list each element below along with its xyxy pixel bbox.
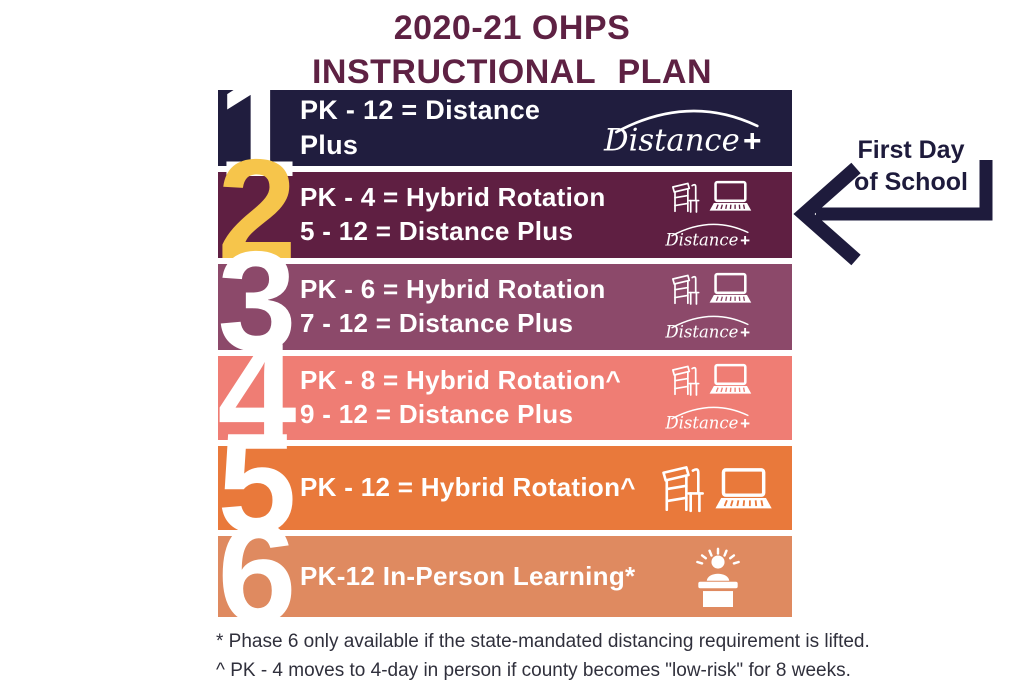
- phase-text: PK-12 In-Person Learning*: [300, 560, 635, 594]
- phase-icons: [664, 180, 758, 250]
- laptop-icon: [707, 363, 753, 397]
- distance-plus-logo: [664, 400, 758, 433]
- hybrid-icons: [670, 272, 753, 306]
- distance-plus-logo: [602, 97, 776, 159]
- phase-bar: PK - 12 = Hybrid Rotation^: [260, 446, 792, 530]
- phase-line: PK - 6 = Hybrid Rotation: [300, 274, 606, 305]
- first-day-line-1: First Day: [857, 136, 965, 164]
- phase-text: PK - 4 = Hybrid Rotation 5 - 12 = Distan…: [300, 181, 606, 249]
- first-day-annotation: First Day of School: [792, 132, 1007, 284]
- phase-row-4: PK - 8 = Hybrid Rotation^ 9 - 12 = Dista…: [218, 323, 792, 465]
- phase-bar: PK - 6 = Hybrid Rotation 7 - 12 = Distan…: [260, 264, 792, 350]
- footnote-phase-6: * Phase 6 only available if the state-ma…: [216, 631, 870, 652]
- phase-line: PK-12 In-Person Learning*: [300, 560, 636, 591]
- phase-row-6: PK-12 In-Person Learning* 6: [218, 503, 792, 645]
- desk-icon: [659, 463, 705, 513]
- phase-row-2: PK - 4 = Hybrid Rotation 5 - 12 = Distan…: [218, 139, 792, 281]
- left-arrow-icon: [793, 160, 993, 266]
- phase-list: PK - 12 = Distance Plus 1 PK - 4 = Hybri…: [218, 57, 792, 645]
- phase-number-block: [218, 536, 260, 617]
- phase-number-block: [218, 446, 260, 530]
- desk-icon: [670, 272, 700, 306]
- laptop-icon: [707, 272, 753, 306]
- phase-bar: PK - 12 = Distance Plus: [266, 90, 792, 166]
- phase-line: 7 - 12 = Distance Plus: [300, 308, 574, 338]
- hybrid-icons: [659, 463, 774, 513]
- laptop-icon: [712, 467, 774, 513]
- phase-line: 9 - 12 = Distance Plus: [300, 399, 574, 429]
- hybrid-icons: [670, 180, 753, 214]
- phase-line: PK - 12 = Hybrid Rotation^: [300, 472, 636, 503]
- phase-number-block: [218, 264, 260, 350]
- phase-line: 5 - 12 = Distance Plus: [300, 216, 574, 246]
- title-line-2: INSTRUCTIONAL PLAN: [311, 53, 713, 91]
- phase-row-5: PK - 12 = Hybrid Rotation^ 5: [218, 413, 792, 555]
- phase-number-block: [218, 356, 260, 440]
- footnotes: * Phase 6 only available if the state-ma…: [216, 627, 870, 682]
- phase-icons: [664, 272, 758, 342]
- phase-row-3: PK - 6 = Hybrid Rotation 7 - 12 = Distan…: [218, 231, 792, 373]
- phase-bar: PK-12 In-Person Learning*: [260, 536, 792, 617]
- hybrid-icons: [670, 363, 753, 397]
- phase-line: PK - 12 = Distance Plus: [300, 94, 541, 160]
- phase-number-block: [218, 172, 260, 258]
- footnote-low-risk: ^ PK - 4 moves to 4-day in person if cou…: [216, 660, 851, 682]
- first-day-line-2: of School: [854, 168, 968, 196]
- phase-bar: PK - 8 = Hybrid Rotation^ 9 - 12 = Dista…: [260, 356, 792, 440]
- phase-text: PK - 12 = Distance Plus: [300, 93, 602, 163]
- desk-icon: [670, 363, 700, 397]
- title-line-1: 2020-21 OHPS: [393, 9, 631, 47]
- phase-text: PK - 6 = Hybrid Rotation 7 - 12 = Distan…: [300, 273, 606, 341]
- phase-line: PK - 8 = Hybrid Rotation^: [300, 365, 621, 396]
- distance-plus-logo: [664, 217, 758, 250]
- desk-icon: [670, 180, 700, 214]
- page-title: 2020-21 OHPS INSTRUCTIONAL PLAN: [0, 6, 1024, 94]
- first-day-label: First Day of School: [838, 134, 984, 198]
- phase-icons: [664, 363, 758, 433]
- phase-text: PK - 12 = Hybrid Rotation^: [300, 471, 636, 505]
- phase-row-1: PK - 12 = Distance Plus 1: [218, 57, 792, 199]
- phase-text: PK - 8 = Hybrid Rotation^ 9 - 12 = Dista…: [300, 364, 621, 432]
- laptop-icon: [707, 180, 753, 214]
- distance-plus-logo: [664, 309, 758, 342]
- phase-line: PK - 4 = Hybrid Rotation: [300, 182, 606, 213]
- phase-number-block: [218, 90, 260, 166]
- phase-bar: PK - 4 = Hybrid Rotation 5 - 12 = Distan…: [260, 172, 792, 258]
- podium-speaker-icon: [686, 547, 750, 607]
